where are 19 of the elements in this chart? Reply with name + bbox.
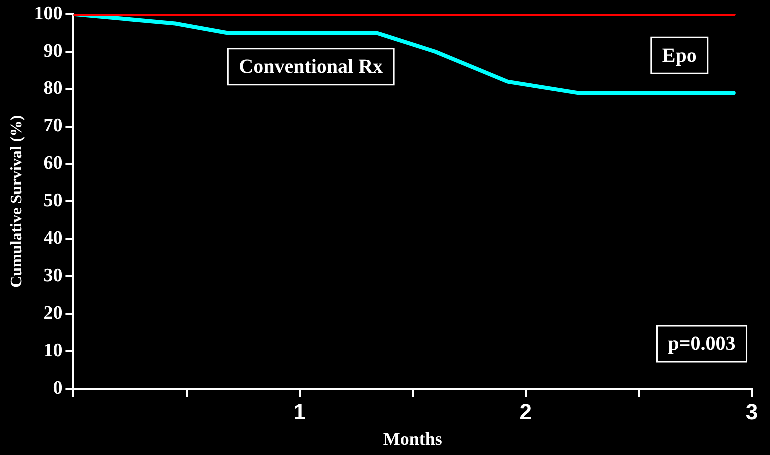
x-tick-label: 2 (520, 399, 532, 424)
y-tick-label: 20 (44, 302, 63, 324)
y-tick-label: 10 (44, 340, 63, 362)
x-tick-label: 3 (746, 399, 758, 424)
y-tick-label: 0 (53, 378, 63, 399)
x-axis-title: Months (383, 428, 442, 449)
y-tick-label: 50 (44, 190, 63, 212)
annotation: p=0.003 (668, 333, 736, 356)
series-label: Epo (662, 44, 697, 67)
y-tick-label: 60 (44, 153, 63, 174)
x-tick-label: 1 (294, 399, 306, 424)
y-axis-title: Cumulative Survival (%) (8, 115, 26, 288)
y-tick-label: 80 (44, 78, 63, 100)
series-label: Conventional Rx (239, 56, 384, 78)
y-tick-label: 90 (44, 40, 63, 62)
y-tick-label: 30 (44, 266, 63, 287)
y-tick-label: 40 (44, 228, 63, 250)
y-tick-label: 70 (44, 116, 63, 137)
y-tick-label: 100 (34, 3, 63, 24)
